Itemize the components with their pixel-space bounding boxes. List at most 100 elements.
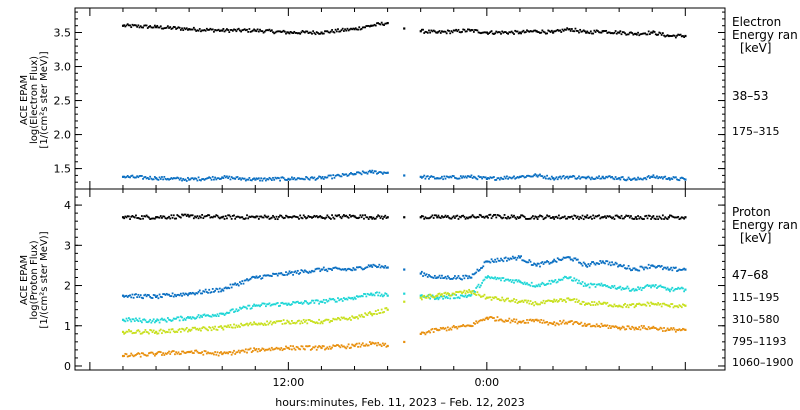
data-point bbox=[524, 299, 527, 302]
data-point bbox=[313, 32, 316, 34]
data-point bbox=[506, 32, 508, 35]
data-point bbox=[574, 321, 577, 323]
data-point bbox=[477, 320, 480, 323]
data-point bbox=[209, 291, 212, 294]
data-point bbox=[157, 351, 160, 353]
data-point bbox=[645, 178, 648, 181]
data-point bbox=[281, 216, 284, 219]
data-point bbox=[227, 312, 230, 314]
data-point bbox=[600, 322, 603, 325]
data-point bbox=[548, 30, 551, 33]
data-point bbox=[581, 281, 584, 283]
data-point bbox=[635, 33, 638, 36]
data-point bbox=[511, 320, 514, 323]
data-point bbox=[291, 303, 293, 306]
data-point bbox=[314, 215, 317, 218]
data-point bbox=[502, 260, 505, 263]
data-point bbox=[372, 263, 375, 266]
data-point bbox=[433, 177, 436, 180]
data-point bbox=[242, 217, 245, 220]
data-point bbox=[609, 304, 612, 307]
data-point bbox=[373, 23, 376, 26]
data-point bbox=[633, 306, 636, 309]
data-point bbox=[285, 271, 287, 274]
data-point bbox=[509, 176, 512, 179]
data-point bbox=[465, 275, 468, 277]
data-point bbox=[268, 322, 271, 324]
proton-plot-frame bbox=[74, 188, 726, 371]
data-point bbox=[355, 266, 358, 269]
data-point bbox=[162, 215, 165, 218]
data-point bbox=[174, 331, 176, 334]
data-point bbox=[556, 300, 559, 303]
data-point bbox=[602, 261, 605, 264]
data-point bbox=[471, 177, 474, 179]
data-point bbox=[241, 324, 244, 327]
data-point bbox=[138, 175, 141, 177]
data-point bbox=[659, 32, 662, 35]
data-point bbox=[638, 288, 641, 291]
data-point bbox=[185, 351, 188, 354]
data-point bbox=[318, 215, 320, 218]
data-point bbox=[481, 282, 484, 284]
data-point bbox=[342, 214, 345, 216]
data-point bbox=[615, 326, 618, 328]
data-point bbox=[640, 289, 643, 292]
data-point bbox=[604, 30, 606, 32]
data-point bbox=[547, 282, 550, 285]
data-point bbox=[237, 309, 240, 312]
data-point bbox=[287, 31, 290, 34]
data-point bbox=[285, 179, 287, 181]
data-point bbox=[631, 178, 634, 181]
data-point bbox=[550, 216, 553, 219]
data-point bbox=[357, 171, 359, 174]
data-point bbox=[165, 26, 168, 29]
data-point bbox=[622, 178, 625, 181]
data-point bbox=[384, 292, 387, 295]
data-point bbox=[368, 311, 371, 313]
data-point bbox=[263, 302, 266, 305]
data-point bbox=[647, 175, 650, 177]
data-point bbox=[133, 354, 136, 357]
data-point bbox=[132, 296, 135, 299]
data-point bbox=[248, 323, 251, 325]
data-point bbox=[242, 28, 245, 31]
data-point bbox=[461, 325, 463, 327]
data-point bbox=[601, 324, 604, 327]
data-point bbox=[680, 269, 683, 271]
data-point bbox=[422, 175, 424, 178]
data-point bbox=[420, 298, 423, 301]
data-point bbox=[344, 346, 346, 349]
data-point bbox=[182, 319, 185, 322]
data-point bbox=[682, 35, 684, 37]
data-point bbox=[295, 272, 298, 274]
data-point bbox=[287, 346, 290, 350]
data-point bbox=[639, 328, 642, 331]
data-point bbox=[510, 281, 513, 283]
data-point bbox=[139, 218, 142, 220]
data-point bbox=[672, 289, 675, 292]
data-point bbox=[457, 275, 460, 277]
data-point bbox=[684, 328, 687, 331]
data-point bbox=[532, 215, 534, 217]
data-point bbox=[654, 284, 657, 286]
data-point bbox=[579, 216, 582, 218]
data-point bbox=[615, 304, 618, 307]
data-point bbox=[490, 30, 493, 33]
data-point bbox=[587, 31, 590, 34]
data-point bbox=[226, 175, 228, 178]
data-point bbox=[174, 317, 176, 320]
data-point bbox=[364, 344, 367, 347]
data-point bbox=[242, 305, 245, 308]
data-point bbox=[559, 258, 561, 261]
data-point bbox=[605, 29, 608, 32]
data-point bbox=[246, 307, 248, 310]
data-point bbox=[622, 31, 625, 34]
data-point bbox=[424, 216, 427, 219]
data-point bbox=[637, 269, 639, 272]
data-point bbox=[368, 169, 371, 172]
data-point bbox=[420, 215, 423, 217]
data-point bbox=[230, 353, 233, 356]
data-point bbox=[359, 28, 362, 31]
data-point bbox=[252, 215, 254, 218]
